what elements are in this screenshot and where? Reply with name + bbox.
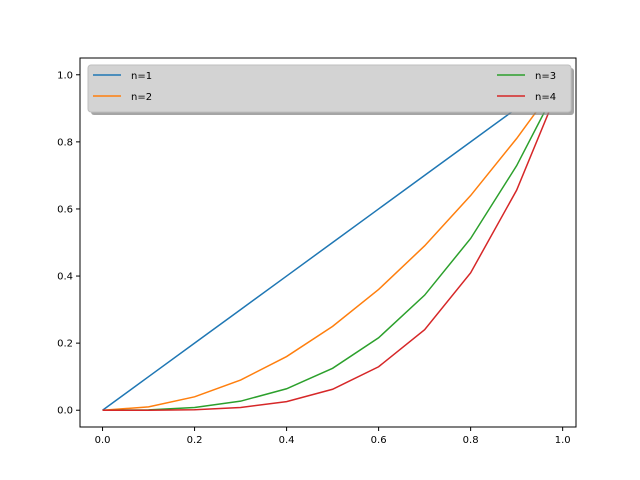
y-tick-label: 0.4 (57, 272, 73, 283)
legend-label-2: n=2 (131, 92, 152, 103)
x-tick-label: 0.4 (279, 435, 295, 446)
y-tick-label: 1.0 (57, 70, 73, 81)
x-tick-label: 0.2 (187, 435, 203, 446)
y-tick-label: 0.6 (57, 204, 73, 215)
y-tick-label: 0.2 (57, 339, 73, 350)
series-line-3 (102, 94, 555, 411)
legend-label-1: n=1 (131, 71, 152, 82)
x-tick-label: 1.0 (555, 435, 571, 446)
y-tick-label: 0.8 (57, 137, 73, 148)
series-line-1 (102, 80, 554, 411)
axes: 0.0 0.2 0.4 0.6 0.8 1.0 0.0 0.2 0.4 0.6 0.8 1.0 (57, 57, 577, 446)
x-tick-label: 0.0 (95, 435, 111, 446)
series-line-4 (102, 100, 555, 411)
legend-label-4: n=4 (535, 92, 556, 103)
legend-label-3: n=3 (535, 71, 556, 82)
x-tick-label: 0.8 (463, 435, 479, 446)
legend: n=1 n=2 n=3 n=4 (87, 64, 574, 115)
plot-frame (79, 57, 577, 428)
legend-box (87, 64, 572, 113)
y-tick-label: 0.0 (57, 406, 73, 417)
series-line-2 (102, 87, 555, 411)
x-tick-label: 0.6 (371, 435, 387, 446)
plot-lines (102, 80, 555, 411)
